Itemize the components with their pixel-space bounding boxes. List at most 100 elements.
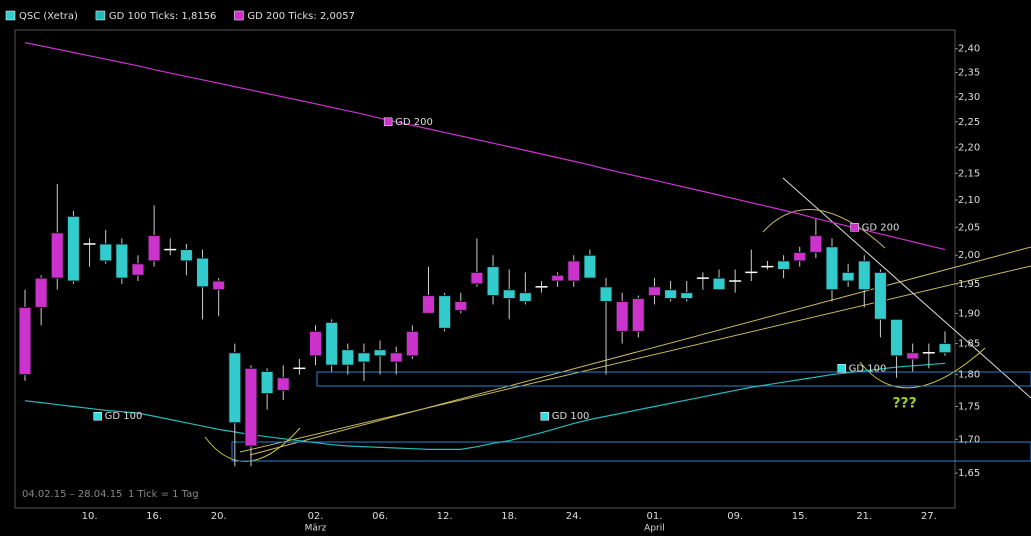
annotation-label: GD 100 [849,363,887,374]
candle-body [599,286,613,302]
annotation-label: GD 200 [862,222,900,233]
y-tick-label: 2,10 [958,195,980,206]
candle-body [518,292,532,302]
legend-swatch [234,10,244,21]
y-tick-label: 1,80 [958,370,980,381]
candle-body [228,352,242,424]
candle-body [66,215,80,282]
candle-body [325,321,339,366]
y-tick-label: 1,85 [958,339,980,350]
annotation-label: GD 100 [105,411,143,422]
candle-body [50,232,64,279]
period: 04.02.15 – 28.04.15 [22,489,122,500]
candle-body [890,318,904,357]
legend-swatch [5,10,16,21]
x-tick-label: 24. [566,511,582,522]
candle-body [938,343,952,354]
annotation-label: GD 100 [552,411,590,422]
candle-body [405,330,419,357]
legend-swatch [95,10,106,21]
zone [231,441,1031,462]
legend-label: GD 200 Ticks: 2,0057 [247,11,355,22]
y-tick-label: 2,25 [958,117,980,128]
x-tick-label: 20. [211,511,227,522]
x-tick-label: 01. [647,511,663,522]
candle-body [486,266,500,297]
candle-body [470,271,484,285]
candle-body [502,289,516,300]
moving-average [24,362,946,450]
trend-line [782,177,1031,399]
candle-body [825,246,839,291]
arc [762,209,886,249]
y-tick-label: 1,75 [958,401,980,412]
tick-info: 1 Tick = 1 Tag [128,489,199,500]
y-tick-label: 1,70 [958,434,980,445]
candle-body [422,295,435,314]
legend-label: GD 100 Ticks: 1,8156 [109,11,217,22]
candle-body [793,251,807,262]
y-tick-label: 2,40 [958,44,980,55]
y-tick-label: 1,95 [958,279,980,290]
y-tick-label: 2,30 [958,92,980,103]
candle-body [357,352,371,363]
x-tick-label: 12. [437,511,453,522]
candle-body [664,289,678,300]
legend-label: QSC (Xetra) [19,11,78,22]
candle-body [147,235,161,262]
x-tick-label: 02. [308,511,324,522]
candle-body [680,292,694,300]
candle-body [244,367,258,447]
annotation-marker [540,411,549,421]
candle-body [841,271,855,282]
y-tick-label: 2,20 [958,142,980,153]
x-tick-label: 21. [856,511,872,522]
candle-body [309,330,323,357]
x-tick-label: 06. [372,511,388,522]
candle-body [712,277,726,291]
candle-body [373,349,387,357]
candle-body [615,300,629,332]
zone [316,371,1031,387]
candle-body [389,352,403,363]
y-tick-label: 2,00 [958,250,980,261]
annotation-marker [383,117,393,127]
candle-body [631,298,645,332]
annotation-label: GD 200 [395,117,433,128]
candle-body [212,280,226,291]
y-tick-label: 2,15 [958,168,980,179]
x-sub-label: März [305,524,327,534]
y-tick-label: 1,65 [958,468,980,479]
trend-line [239,265,1031,453]
x-sub-label: April [644,524,665,534]
trend-line [249,246,1031,456]
candle-body [131,263,145,276]
x-tick-label: 10. [82,511,98,522]
x-tick-label: 27. [921,511,937,522]
y-tick-label: 1,90 [958,308,980,319]
x-tick-label: 16. [146,511,162,522]
candle-body [34,277,48,308]
annotation-marker [837,364,846,373]
candle-body [857,260,871,291]
candle-body [438,295,452,329]
candle-body [777,260,791,270]
candle-body [99,243,113,262]
candle-body [647,286,661,297]
candle-body [179,249,193,262]
candle-body [196,257,210,288]
x-tick-label: 18. [501,511,517,522]
candle-body [115,243,129,279]
candle-body [260,370,274,395]
annotation-marker [93,411,102,421]
arc [859,347,986,389]
note: ??? [892,396,916,412]
candle-body [583,254,597,279]
candle-body [567,260,581,282]
drawing-tools [204,177,1031,462]
candle-body [551,274,565,282]
candle-body [341,349,355,366]
candle-body [906,352,920,360]
candle-body [276,377,290,391]
